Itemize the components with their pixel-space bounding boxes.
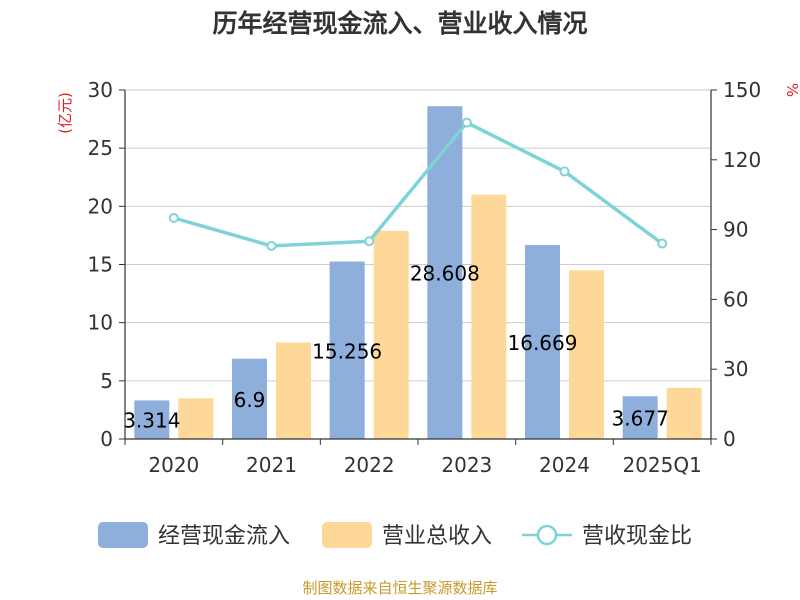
- y-left-tick-label: 5: [100, 369, 113, 393]
- y-left-tick-label: 10: [88, 311, 113, 335]
- bar-revenue: [569, 270, 604, 439]
- bar-value-label: 16.669: [508, 331, 578, 355]
- ratio-line: [173, 120, 664, 248]
- legend-label-ratio: 营收现金比: [582, 524, 692, 549]
- y-right-unit: %: [783, 83, 800, 97]
- y-left-tick-label: 0: [100, 427, 113, 451]
- bar-cash-inflow: [525, 245, 560, 439]
- bar-revenue: [471, 194, 507, 439]
- bar-revenue: [666, 387, 702, 439]
- ratio-point: [559, 166, 570, 177]
- y-right-tick-label: 60: [723, 287, 748, 311]
- legend-marker-ratio: [536, 524, 558, 546]
- y-right-tick-label: 90: [723, 218, 748, 242]
- bar-revenue: [178, 398, 214, 439]
- x-tick-label: 2020: [148, 453, 199, 477]
- bar-value-label: 15.256: [312, 339, 382, 363]
- ratio-point: [461, 117, 472, 128]
- ratio-point: [266, 240, 277, 251]
- legend-label-revenue: 营业总收入: [382, 524, 492, 549]
- bar-value-label: 28.608: [410, 262, 480, 286]
- legend-label-cash-inflow: 经营现金流入: [158, 524, 290, 549]
- ratio-point: [364, 236, 375, 247]
- bar-value-label: 3.677: [612, 407, 669, 431]
- y-right-tick-label: 30: [723, 357, 748, 381]
- bar-label-layer: 3.314 6.9 15.256 28.608 16.669 3.677: [123, 262, 669, 433]
- bar-value-label: 6.9: [234, 388, 266, 412]
- y-left-tick-label: 20: [88, 194, 113, 218]
- line-layer: [168, 117, 668, 251]
- y-left-tick-label: 25: [88, 136, 113, 160]
- x-tick-label: 2022: [344, 453, 395, 477]
- x-tick-label: 2025Q1: [622, 453, 701, 477]
- grid-layer: [125, 89, 711, 382]
- axis-layer: 0 5 10 15 20 25 30 0 30 60 90 120 150 (亿元)% 2020 2021 20…: [56, 78, 800, 477]
- x-tick-label: 2023: [441, 453, 492, 477]
- y-right-tick-label: 0: [723, 427, 736, 451]
- legend-swatch-revenue: [322, 522, 372, 548]
- x-tick-label: 2024: [539, 453, 590, 477]
- y-left-unit: (亿元): [56, 92, 74, 134]
- bar-layer: [134, 106, 702, 439]
- bar-revenue: [373, 230, 409, 439]
- ratio-point: [657, 238, 668, 249]
- bar-cash-inflow: [622, 396, 658, 439]
- bar-cash-inflow: [232, 358, 267, 439]
- source-footer: 制图数据来自恒生聚源数据库: [302, 579, 498, 597]
- y-right-tick-label: 150: [723, 78, 761, 102]
- legend: 经营现金流入 营业总收入 营收现金比: [98, 522, 692, 549]
- bar-cash-inflow: [329, 261, 365, 439]
- bar-revenue: [276, 342, 311, 439]
- chart-title: 历年经营现金流入、营业收入情况: [212, 9, 588, 38]
- bar-cash-inflow: [134, 400, 170, 439]
- y-left-tick-label: 30: [88, 78, 113, 102]
- ratio-point: [168, 212, 179, 223]
- x-tick-label: 2021: [246, 453, 297, 477]
- legend-swatch-cash-inflow: [98, 522, 148, 548]
- bar-value-label: 3.314: [123, 409, 180, 433]
- y-left-tick-label: 15: [88, 253, 113, 277]
- y-right-tick-label: 120: [723, 148, 761, 172]
